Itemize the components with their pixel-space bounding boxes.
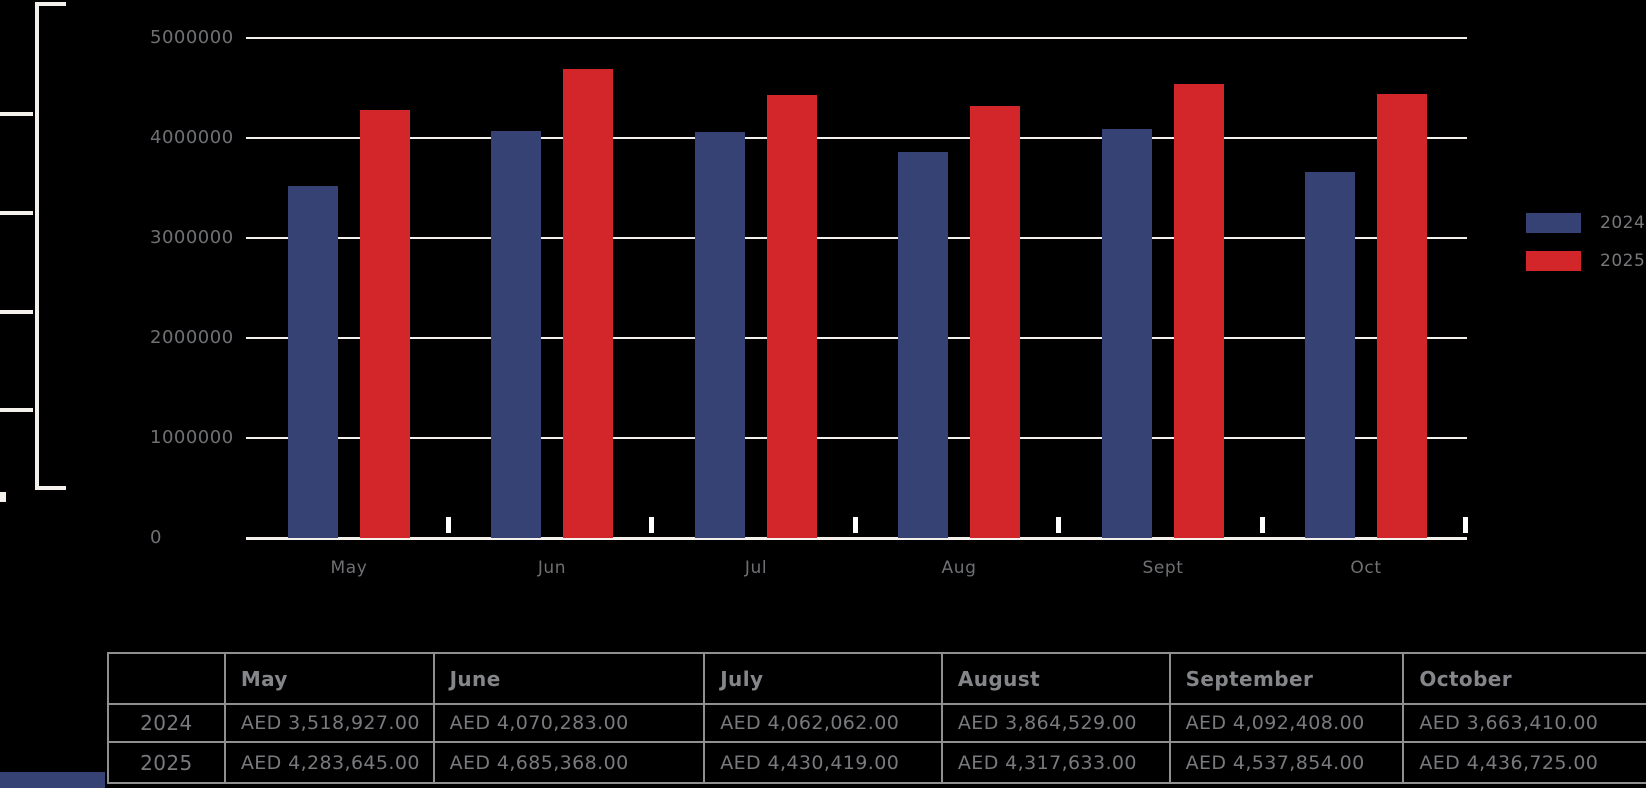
- bar-2024-jul[interactable]: [695, 131, 745, 538]
- y-tick-label: 4000000: [150, 127, 234, 148]
- table-value-cell: AED 4,070,283.00: [434, 705, 706, 743]
- bar-2025-oct[interactable]: [1377, 94, 1427, 538]
- table-value-cell: AED 4,092,408.00: [1170, 705, 1405, 743]
- gridline: [246, 137, 1467, 139]
- row-label-cell: 2024: [109, 705, 226, 743]
- table-value-cell: AED 4,317,633.00: [943, 743, 1171, 782]
- table-value-cell: AED 4,537,854.00: [1171, 743, 1405, 782]
- y-tick-label: 5000000: [150, 27, 234, 48]
- bracket-tick: [0, 112, 33, 116]
- legend-item-2024[interactable]: 2024: [1526, 213, 1645, 233]
- bracket-corner-nub: [0, 492, 6, 502]
- table-value-cell: AED 4,430,419.00: [705, 743, 943, 782]
- group-end-marker: [853, 517, 858, 533]
- bracket-tick: [0, 310, 33, 314]
- gridline: [246, 437, 1467, 439]
- x-tick-label: Sept: [1142, 558, 1184, 578]
- table-header-cell: October: [1404, 654, 1646, 705]
- bottom-left-accent-bar: [0, 772, 105, 788]
- group-end-marker: [446, 517, 451, 533]
- legend-swatch-2024: [1526, 213, 1581, 233]
- gridline: [246, 37, 1467, 39]
- legend-swatch-2025: [1526, 251, 1581, 271]
- table-header-row: May June July August September October: [109, 654, 1646, 705]
- row-label-cell: 2025: [109, 743, 226, 782]
- table-value-cell: AED 4,436,725.00: [1419, 751, 1599, 774]
- y-tick-label: 3000000: [150, 227, 234, 248]
- table-row-2024: 2024 AED 3,518,927.00 AED 4,070,283.00 AED …: [109, 705, 1646, 743]
- legend-item-2025[interactable]: 2025: [1526, 251, 1645, 271]
- gridline: [246, 237, 1467, 239]
- bar-2024-jun[interactable]: [491, 130, 541, 538]
- group-end-marker: [1260, 517, 1265, 533]
- y-tick-label: 1000000: [150, 427, 234, 448]
- bar-2025-jul[interactable]: [767, 94, 817, 538]
- bracket-top-cap: [35, 2, 66, 6]
- x-tick-label: Jun: [537, 558, 567, 578]
- bracket-bottom-cap: [35, 486, 66, 490]
- bar-2024-aug[interactable]: [898, 151, 948, 538]
- y-tick-label: 0: [150, 527, 162, 548]
- monthly-values-table: May June July August September October 2024 AED…: [107, 652, 1646, 784]
- table-value-cell: AED 3,864,529.00: [942, 705, 1171, 743]
- table-header-cell: August: [942, 654, 1171, 705]
- x-tick-label: Jul: [744, 558, 768, 578]
- bracket-tick: [0, 408, 33, 412]
- bracket-tick: [0, 211, 33, 215]
- gridline: [246, 337, 1467, 339]
- legend-label: 2025: [1600, 251, 1646, 271]
- table-value-cell: AED 4,062,062.00: [705, 705, 943, 743]
- bar-2025-may[interactable]: [360, 109, 410, 538]
- table-value-cell: AED 3,518,927.00: [225, 705, 435, 743]
- bar-2025-jun[interactable]: [563, 69, 613, 538]
- table-header-cell: June: [434, 654, 706, 705]
- group-end-marker: [649, 517, 654, 533]
- group-end-marker: [1056, 517, 1061, 533]
- table-value-cell: AED 4,283,645.00: [226, 743, 435, 782]
- x-tick-label: Aug: [941, 558, 977, 578]
- table-header-cell: July: [705, 654, 943, 705]
- table-value-cell: AED 3,663,410.00: [1404, 705, 1646, 743]
- table-row-2025: 2025 AED 4,283,645.00 AED 4,685,368.00 AED …: [109, 743, 1646, 782]
- bar-2024-sept[interactable]: [1102, 128, 1152, 538]
- bar-2025-aug[interactable]: [970, 106, 1020, 538]
- table-corner-cell: [109, 654, 226, 705]
- x-axis-baseline: [246, 537, 1467, 540]
- bar-2025-sept[interactable]: [1174, 84, 1224, 538]
- y-tick-label: 2000000: [150, 327, 234, 348]
- table-header-cell: May: [225, 654, 435, 705]
- x-tick-label: May: [330, 558, 368, 578]
- bar-2024-oct[interactable]: [1305, 171, 1355, 538]
- bar-2024-may[interactable]: [288, 186, 338, 538]
- x-tick-label: Oct: [1350, 558, 1382, 578]
- table-header-cell: September: [1170, 654, 1405, 705]
- group-end-marker: [1463, 517, 1468, 533]
- legend-label: 2024: [1600, 213, 1646, 233]
- bracket-vertical-line: [35, 2, 39, 490]
- table-value-cell: AED 4,685,368.00: [435, 743, 706, 782]
